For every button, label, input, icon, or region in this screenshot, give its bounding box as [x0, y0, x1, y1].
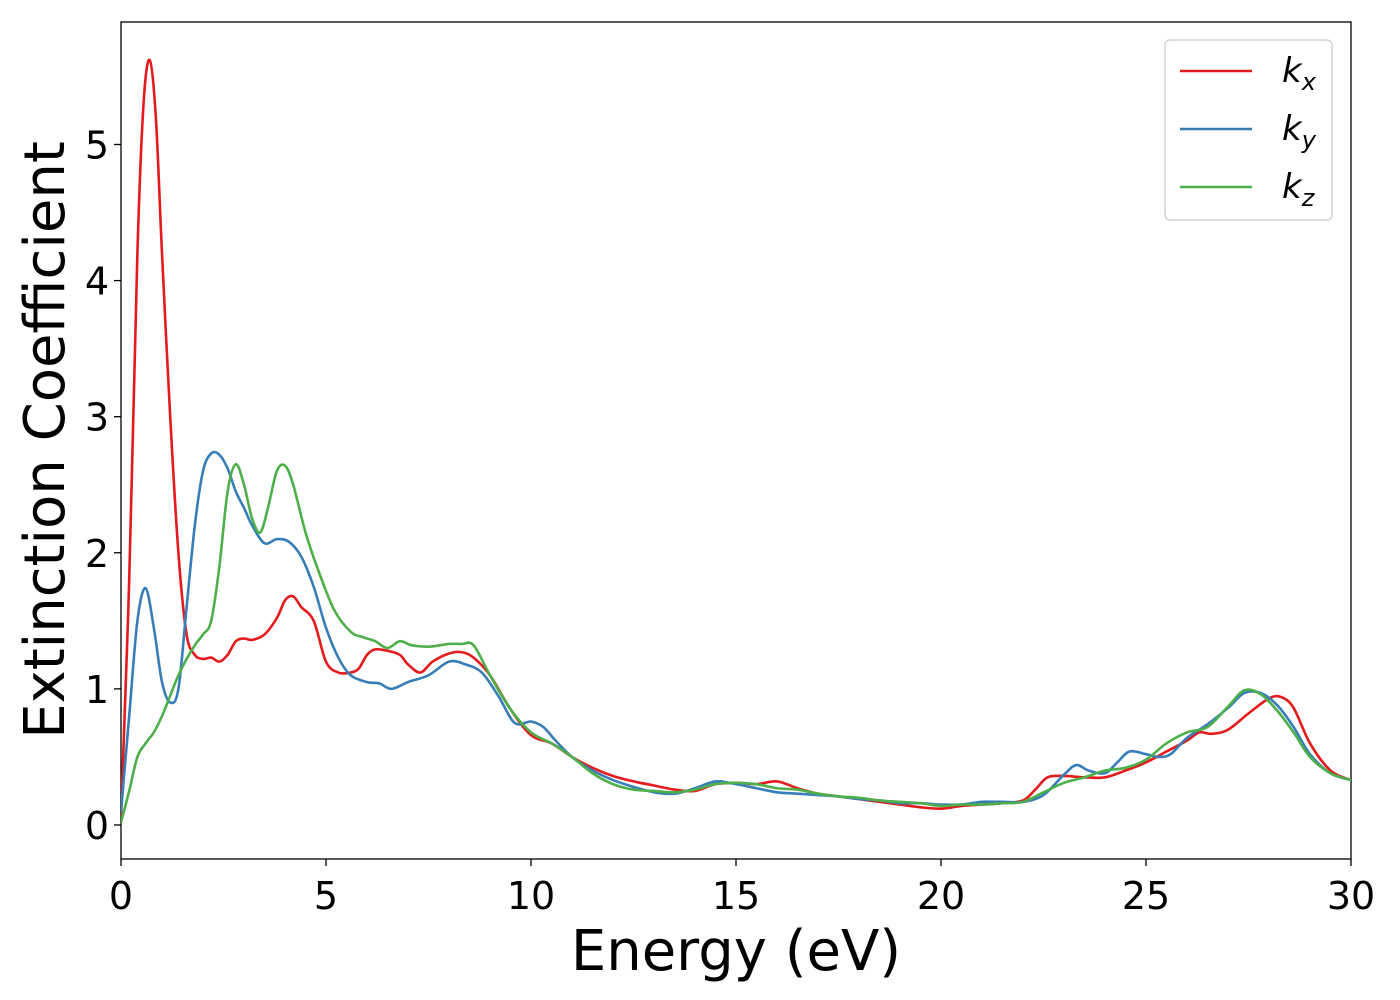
y-tick-label: 0 [85, 804, 109, 848]
y-tick-label: 3 [85, 396, 109, 440]
y-tick-label: 2 [85, 532, 109, 576]
series-line-y [121, 450, 1351, 813]
x-tick-label: 5 [314, 874, 338, 918]
legend-item-x: kx [1180, 51, 1317, 96]
series-layer [121, 58, 1351, 824]
legend-label-main: k [1282, 167, 1303, 207]
y-axis-title: Extinction Coefficient [13, 141, 78, 739]
legend-label-main: k [1282, 109, 1303, 149]
plot-area: 0 5 10 15 20 25 30 0 1 2 3 4 5 [85, 21, 1375, 918]
x-tick-label: 0 [109, 874, 133, 918]
x-tick-label: 25 [1122, 874, 1170, 918]
x-tick-label: 30 [1327, 874, 1375, 918]
legend-label: kz [1282, 167, 1316, 212]
legend-label-main: k [1282, 51, 1303, 91]
x-tick-label: 20 [917, 874, 965, 918]
x-axis: 0 5 10 15 20 25 30 [109, 859, 1375, 918]
y-axis: 0 1 2 3 4 5 [85, 123, 121, 848]
legend-label-sub: x [1301, 68, 1317, 96]
legend-item-z: kz [1180, 167, 1316, 212]
x-axis-title: Energy (eV) [571, 919, 901, 984]
y-tick-label: 4 [85, 260, 109, 304]
x-tick-label: 15 [712, 874, 760, 918]
legend-label: ky [1282, 109, 1317, 154]
y-tick-label: 5 [85, 123, 109, 167]
y-tick-label: 1 [85, 668, 109, 712]
x-tick-label: 10 [507, 874, 555, 918]
legend-label: kx [1282, 51, 1317, 96]
legend-item-y: ky [1180, 109, 1317, 154]
legend-label-sub: z [1301, 184, 1316, 212]
legend-label-sub: y [1301, 126, 1317, 154]
series-line-z [121, 463, 1351, 824]
